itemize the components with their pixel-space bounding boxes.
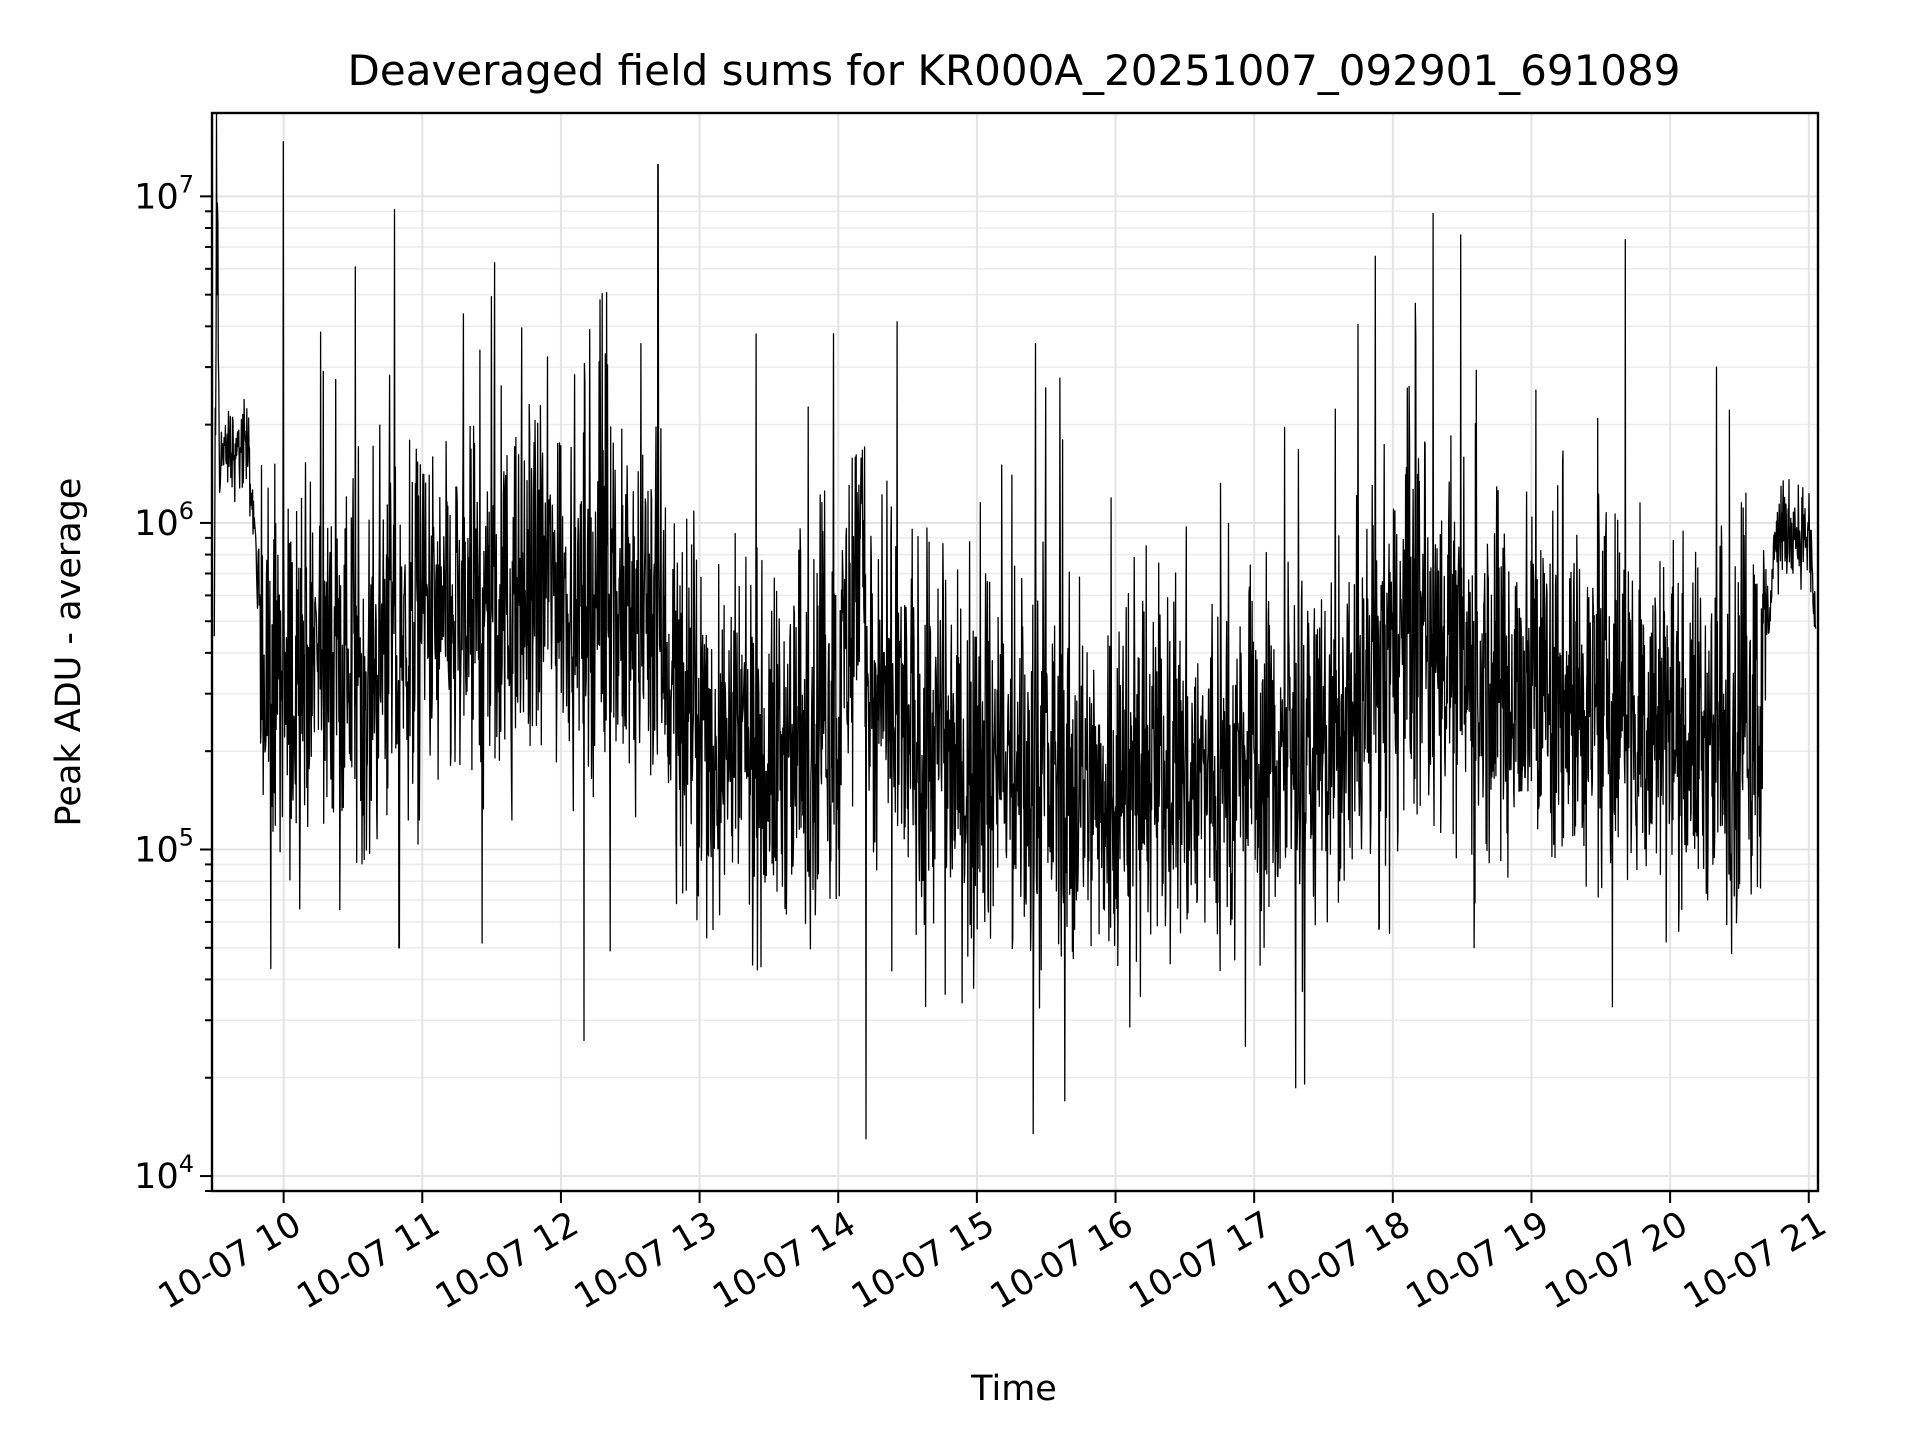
y-tick-exponent: 4 xyxy=(179,1150,194,1178)
y-tick-base: 10 xyxy=(134,830,179,870)
x-axis-label: Time xyxy=(970,1369,1057,1409)
y-tick-label: 106 xyxy=(134,497,194,544)
chart-title: Deaveraged field sums for KR000A_2025100… xyxy=(348,46,1681,95)
y-tick-exponent: 6 xyxy=(179,497,194,525)
y-tick-exponent: 5 xyxy=(179,823,194,851)
series-line xyxy=(213,112,1817,1140)
data-series xyxy=(213,112,1817,1140)
y-tick-label: 105 xyxy=(134,823,194,870)
y-tick-base: 10 xyxy=(134,504,179,544)
y-tick-label: 107 xyxy=(134,170,194,217)
y-tick-base: 10 xyxy=(134,177,179,217)
y-tick-exponent: 7 xyxy=(179,170,194,198)
y-axis-label: Peak ADU - average xyxy=(49,478,89,827)
y-tick-label: 104 xyxy=(134,1150,194,1197)
y-tick-base: 10 xyxy=(134,1157,179,1197)
